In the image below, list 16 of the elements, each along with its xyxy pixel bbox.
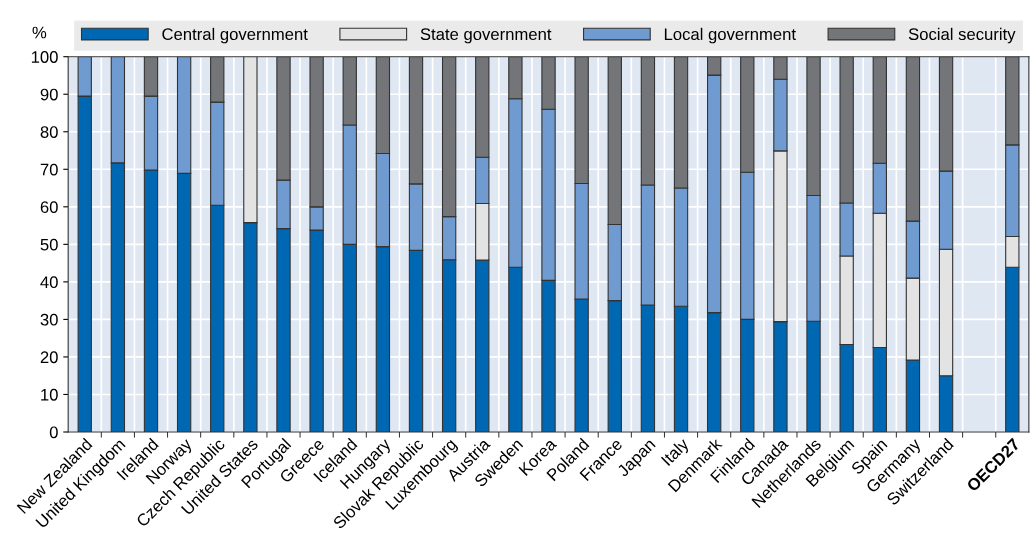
y-tick-label: 100: [31, 51, 58, 63]
y-tick-label: 30: [40, 313, 58, 326]
y-axis-title: %: [32, 26, 47, 39]
legend-label: Local government: [664, 27, 796, 44]
legend-label: Central government: [162, 27, 308, 44]
y-tick-label: 40: [40, 276, 58, 289]
y-tick-label: 20: [40, 351, 58, 364]
y-tick-label: 70: [40, 163, 58, 176]
y-tick-label: 10: [41, 388, 58, 401]
y-tick-label: 60: [40, 201, 58, 214]
y-tick-label: 50: [40, 238, 58, 251]
y-tick-label: 80: [40, 126, 58, 138]
legend-label: State government: [420, 28, 552, 44]
y-tick-label: 90: [40, 88, 58, 101]
legend-label: Social security: [908, 27, 1016, 44]
y-tick-label: 0: [49, 426, 58, 439]
